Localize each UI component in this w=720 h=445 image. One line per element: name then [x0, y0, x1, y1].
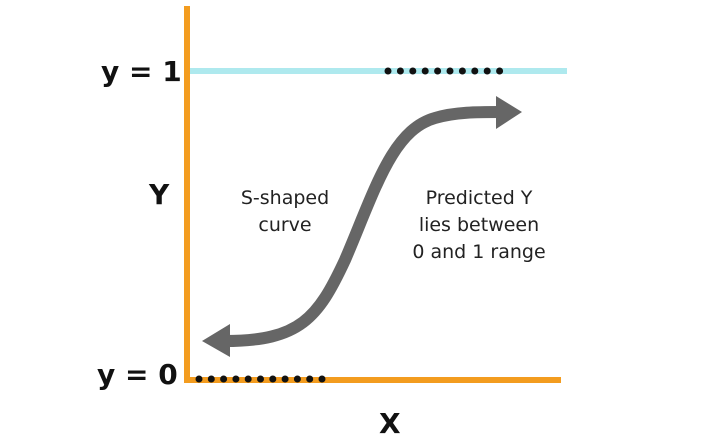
s-curve: [224, 106, 501, 347]
curve-arrowhead-start: [202, 324, 230, 357]
y-axis-label: Y: [149, 178, 170, 211]
range-note: Predicted Y lies between 0 and 1 range: [397, 185, 561, 266]
range-note-line: lies between: [418, 214, 540, 236]
y-bottom-label: y = 0: [97, 358, 178, 391]
range-note-line: 0 and 1 range: [412, 241, 546, 263]
curve-arrowhead-end: [496, 96, 522, 129]
range-note-line: Predicted Y: [425, 187, 533, 209]
curve-note-line: S-shaped: [240, 187, 330, 209]
curve-note-line: curve: [258, 214, 312, 236]
y-top-label: y = 1: [101, 55, 182, 88]
x-axis-label: X: [379, 407, 401, 440]
curve-note: S-shaped curve: [222, 185, 348, 239]
